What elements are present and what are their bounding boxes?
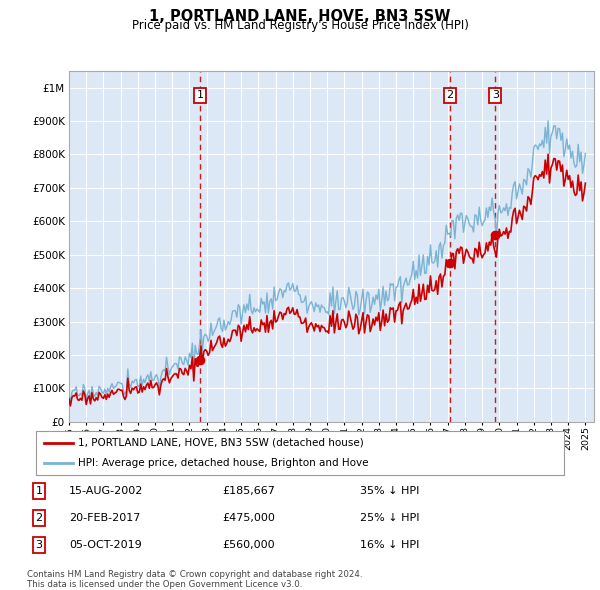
- Text: £560,000: £560,000: [222, 540, 275, 550]
- Text: 15-AUG-2002: 15-AUG-2002: [69, 486, 143, 496]
- Text: 20-FEB-2017: 20-FEB-2017: [69, 513, 140, 523]
- Text: £185,667: £185,667: [222, 486, 275, 496]
- Text: 3: 3: [491, 90, 499, 100]
- FancyBboxPatch shape: [36, 431, 564, 475]
- Text: £475,000: £475,000: [222, 513, 275, 523]
- Text: 2: 2: [446, 90, 454, 100]
- Text: 05-OCT-2019: 05-OCT-2019: [69, 540, 142, 550]
- Text: 3: 3: [35, 540, 43, 550]
- Text: 25% ↓ HPI: 25% ↓ HPI: [360, 513, 419, 523]
- Text: HPI: Average price, detached house, Brighton and Hove: HPI: Average price, detached house, Brig…: [78, 458, 369, 468]
- Text: 35% ↓ HPI: 35% ↓ HPI: [360, 486, 419, 496]
- Text: Contains HM Land Registry data © Crown copyright and database right 2024.
This d: Contains HM Land Registry data © Crown c…: [27, 570, 362, 589]
- Text: 1, PORTLAND LANE, HOVE, BN3 5SW: 1, PORTLAND LANE, HOVE, BN3 5SW: [149, 9, 451, 24]
- Text: Price paid vs. HM Land Registry's House Price Index (HPI): Price paid vs. HM Land Registry's House …: [131, 19, 469, 32]
- Text: 2: 2: [35, 513, 43, 523]
- Text: 16% ↓ HPI: 16% ↓ HPI: [360, 540, 419, 550]
- Text: 1, PORTLAND LANE, HOVE, BN3 5SW (detached house): 1, PORTLAND LANE, HOVE, BN3 5SW (detache…: [78, 438, 364, 448]
- Text: 1: 1: [35, 486, 43, 496]
- Text: 1: 1: [197, 90, 203, 100]
